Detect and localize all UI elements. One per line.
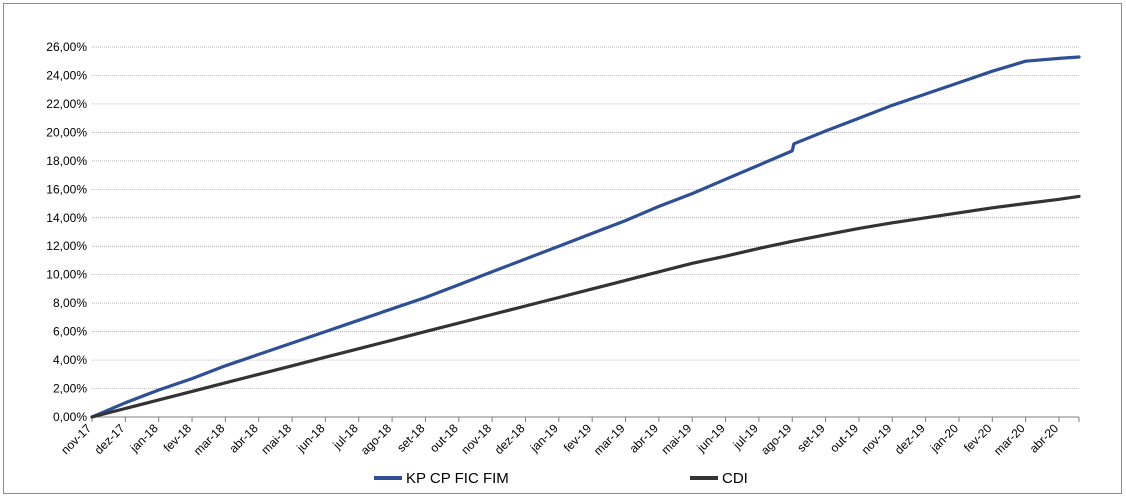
- y-tick-label: 24,00%: [46, 68, 87, 82]
- y-tick-label: 16,00%: [46, 182, 87, 196]
- x-tick-label: set-18: [394, 421, 428, 455]
- x-tick-label: jul-19: [730, 421, 762, 453]
- x-tick-label: set-19: [794, 421, 828, 455]
- x-tick-label: mar-19: [591, 421, 628, 458]
- x-tick-label: nov-18: [458, 421, 494, 457]
- y-tick-label: 22,00%: [46, 97, 87, 111]
- x-tick-label: abr-19: [627, 421, 662, 456]
- y-tick-label: 18,00%: [46, 154, 87, 168]
- x-tick-label: fev-19: [561, 421, 595, 455]
- x-tick-label: abr-18: [226, 421, 261, 456]
- x-tick-label: dez-19: [892, 421, 928, 457]
- y-tick-label: 6,00%: [53, 325, 87, 339]
- x-tick-label: jun-19: [693, 421, 727, 455]
- y-tick-label: 12,00%: [46, 239, 87, 253]
- y-tick-label: 2,00%: [53, 382, 87, 396]
- x-tick-label: fev-18: [161, 421, 195, 455]
- line-chart: 0,00% 2,00% 4,00% 6,00% 8,00% 10,00% 12,00% 14,…: [46, 40, 1081, 487]
- x-tick-label: mar-18: [191, 421, 228, 458]
- y-tick-label: 10,00%: [46, 268, 87, 282]
- x-tick-label: out-18: [427, 421, 461, 455]
- y-tick-label: 26,00%: [46, 40, 87, 54]
- legend-label: CDI: [722, 470, 748, 487]
- y-tick-label: 20,00%: [46, 125, 87, 139]
- series-line-cdi: [90, 194, 1081, 419]
- x-tick-label: nov-17: [58, 421, 94, 457]
- legend-label: KP CP FIC FIM: [406, 470, 509, 487]
- y-tick-label: 8,00%: [53, 296, 87, 310]
- x-tick-label: jan-20: [927, 421, 961, 455]
- x-tick-label: fev-20: [961, 421, 995, 455]
- x-tick-label: jul-18: [330, 421, 362, 453]
- x-tick-label: nov-19: [859, 421, 895, 457]
- y-tick-label: 14,00%: [46, 211, 87, 225]
- x-tick-label: jan-18: [127, 421, 161, 455]
- x-tick-label: dez-17: [92, 421, 128, 457]
- x-tick-label: out-19: [827, 421, 861, 455]
- x-tick-label: mai-18: [258, 421, 294, 457]
- chart-frame: 0,00% 2,00% 4,00% 6,00% 8,00% 10,00% 12,00% 14,…: [3, 3, 1122, 494]
- x-tick-label: jan-19: [527, 421, 561, 455]
- x-tick-label: ago-19: [758, 421, 795, 458]
- x-tick-label: mar-20: [991, 421, 1028, 458]
- x-tick-label: mai-19: [658, 421, 694, 457]
- x-tick-label: ago-18: [358, 421, 395, 458]
- y-tick-label: 0,00%: [53, 410, 87, 424]
- x-tick-label: dez-18: [492, 421, 528, 457]
- x-tick-label: abr-20: [1027, 421, 1062, 456]
- series-line-kp-cp-fic-fim: [90, 55, 1081, 419]
- y-tick-label: 4,00%: [53, 353, 87, 367]
- x-tick-label: jun-18: [293, 421, 327, 455]
